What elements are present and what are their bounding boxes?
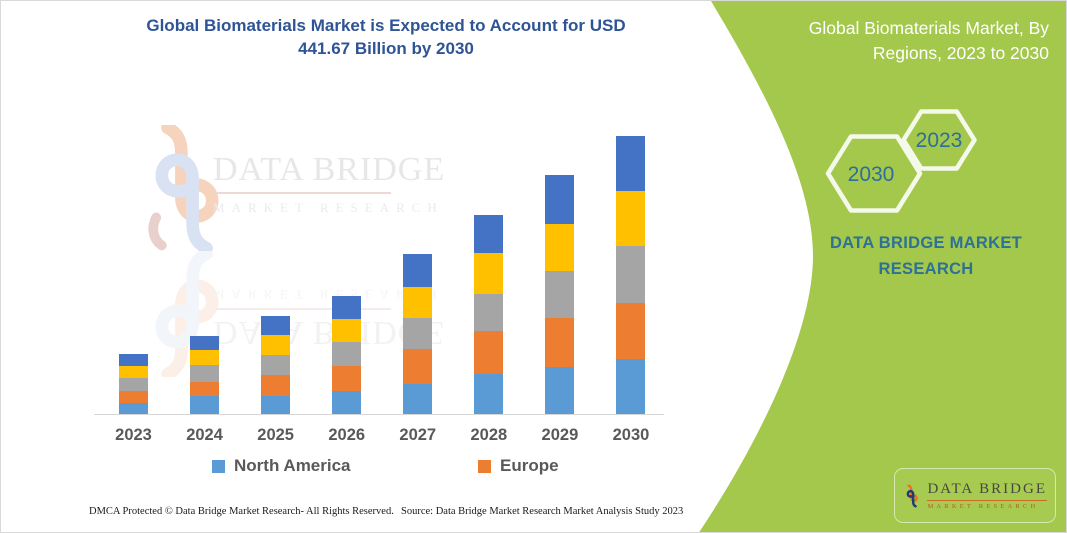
bar-segment-2023-unlabeled-region-gray- — [119, 377, 148, 391]
legend-swatch-icon — [212, 459, 225, 473]
x-axis-label-2028: 2028 — [470, 426, 508, 444]
panel-brand-line2: RESEARCH — [878, 259, 974, 278]
bar-segment-2029-north-america — [545, 366, 575, 414]
x-axis-label-2029: 2029 — [541, 426, 579, 444]
stacked-bar-2026 — [332, 295, 362, 414]
bar-segment-2027-north-america — [403, 383, 433, 414]
bar-segment-2026-unlabeled-region-yellow- — [332, 318, 362, 343]
hexagon-2030-icon — [825, 134, 923, 213]
bar-segment-2030-unlabeled-region-dark-blue- — [616, 136, 646, 192]
bar-segment-2028-unlabeled-region-yellow- — [474, 253, 504, 294]
stacked-bar-2027 — [403, 254, 433, 414]
watermark-main: DATA BRIDGE MARKET RESEARCH — [141, 125, 444, 251]
x-axis-label-2024: 2024 — [186, 426, 223, 444]
legend-item-north-america: North America — [212, 456, 351, 476]
x-axis-label-2026: 2026 — [328, 426, 366, 444]
legend-label: North America — [234, 456, 351, 475]
hexagon-2023-label: 2023 — [916, 129, 963, 152]
legend-swatch-icon — [478, 459, 491, 473]
bar-segment-2030-north-america — [616, 358, 646, 414]
panel-brand-text: DATA BRIDGE MARKET RESEARCH — [796, 231, 1056, 282]
panel-heading: Global Biomaterials Market, By Regions, … — [749, 16, 1049, 66]
footer-source-text: Source: Data Bridge Market Research Mark… — [401, 506, 684, 517]
chart-title: Global Biomaterials Market is Expected t… — [96, 15, 676, 61]
chart-title-line1: Global Biomaterials Market is Expected t… — [146, 16, 626, 35]
bar-segment-2026-europe — [332, 366, 362, 391]
x-axis-label-2023: 2023 — [115, 426, 152, 444]
bar-segment-2024-unlabeled-region-yellow- — [190, 350, 220, 365]
bar-segment-2027-unlabeled-region-yellow- — [403, 286, 433, 319]
bar-segment-2025-unlabeled-region-dark-blue- — [261, 316, 291, 336]
bar-segment-2028-north-america — [474, 374, 504, 414]
bar-segment-2028-unlabeled-region-dark-blue- — [474, 215, 504, 254]
dbmr-logo-brand: DATA BRIDGE — [927, 481, 1047, 501]
bar-segment-2023-unlabeled-region-dark-blue- — [119, 354, 148, 367]
panel-heading-line2: Regions, 2023 to 2030 — [872, 42, 1049, 63]
plot-area — [94, 121, 664, 415]
bar-segment-2028-europe — [474, 330, 504, 375]
hexagon-2030-label: 2030 — [848, 163, 895, 186]
panel-heading-line1: Global Biomaterials Market, By — [808, 18, 1049, 38]
bar-segment-2025-unlabeled-region-gray- — [261, 355, 291, 375]
bar-segment-2027-europe — [403, 349, 433, 384]
dbmr-logo-icon — [906, 483, 918, 508]
stacked-bar-2025 — [261, 316, 291, 414]
bar-segment-2027-unlabeled-region-dark-blue- — [403, 254, 433, 287]
dbmr-logo-sub: MARKET RESEARCH — [927, 503, 1039, 510]
bar-segment-2028-unlabeled-region-gray- — [474, 293, 504, 331]
bar-segment-2030-europe — [616, 302, 646, 359]
hexagon-year-badges: 2030 2023 — [825, 109, 977, 213]
x-axis-label-2025: 2025 — [257, 426, 294, 444]
bar-segment-2024-north-america — [190, 396, 220, 414]
stacked-bar-2023 — [119, 354, 148, 414]
chart-title-line2: 441.67 Billion by 2030 — [298, 38, 474, 58]
footer-dmca-text: DMCA Protected © Data Bridge Market Rese… — [89, 506, 394, 517]
stacked-bar-2024 — [190, 335, 220, 414]
bar-segment-2029-europe — [545, 318, 575, 367]
stacked-bar-2028 — [474, 215, 504, 414]
legend-item-europe: Europe — [478, 456, 559, 476]
bar-segment-2025-unlabeled-region-yellow- — [261, 335, 291, 356]
bar-segment-2029-unlabeled-region-gray- — [545, 271, 575, 319]
bar-segment-2023-europe — [119, 390, 148, 403]
watermark-reflection: DATA BRIDGE MARKET RESEARCH — [141, 251, 445, 377]
bar-segment-2024-unlabeled-region-dark-blue- — [190, 335, 220, 351]
stacked-bar-2029 — [545, 175, 575, 414]
bar-segment-2026-unlabeled-region-gray- — [332, 342, 362, 367]
hexagon-2023-icon — [901, 109, 977, 171]
bar-segment-2030-unlabeled-region-yellow- — [616, 191, 646, 246]
watermark: DATA BRIDGE MARKET RESEARCH DATA BRIDGE … — [141, 125, 445, 377]
bar-segment-2024-unlabeled-region-gray- — [190, 364, 220, 383]
watermark-sub: MARKET RESEARCH — [213, 200, 444, 215]
legend: North America Europe — [1, 456, 701, 480]
dbmr-logo-watermark-reflection-icon — [155, 251, 219, 377]
bar-segment-2027-unlabeled-region-gray- — [403, 318, 433, 350]
panel-brand-line1: DATA BRIDGE MARKET — [829, 234, 1023, 252]
dbmr-logo-text: DATA BRIDGE MARKET RESEARCH — [927, 481, 1047, 510]
dbmr-logo-watermark-icon — [148, 125, 219, 251]
bar-segment-2024-europe — [190, 382, 220, 397]
bar-segment-2030-unlabeled-region-gray- — [616, 245, 646, 303]
bar-segment-2029-unlabeled-region-yellow- — [545, 223, 575, 272]
x-axis-label-2030: 2030 — [612, 426, 650, 444]
x-axis-label-2027: 2027 — [399, 426, 437, 444]
bar-segment-2026-north-america — [332, 390, 362, 414]
bar-segment-2025-north-america — [261, 396, 291, 414]
stacked-bar-2030 — [616, 136, 646, 414]
bar-segment-2026-unlabeled-region-dark-blue- — [332, 295, 362, 319]
bar-segment-2023-north-america — [119, 402, 148, 414]
legend-label: Europe — [500, 456, 559, 475]
bar-segment-2023-unlabeled-region-yellow- — [119, 366, 148, 378]
bar-segment-2025-europe — [261, 374, 291, 397]
watermark-rule — [215, 192, 391, 194]
dbmr-logo-badge: DATA BRIDGE MARKET RESEARCH — [894, 468, 1056, 523]
bar-segment-2029-unlabeled-region-dark-blue- — [545, 175, 575, 224]
